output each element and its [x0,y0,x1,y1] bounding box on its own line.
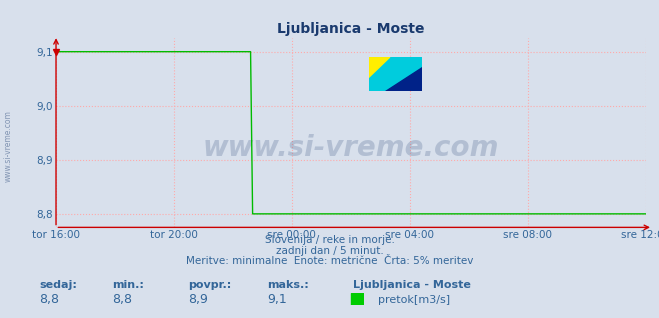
Text: 8,8: 8,8 [40,293,59,306]
Text: 9,1: 9,1 [267,293,287,306]
Text: povpr.:: povpr.: [188,280,231,290]
Polygon shape [385,67,422,91]
Text: zadnji dan / 5 minut.: zadnji dan / 5 minut. [275,246,384,256]
Text: Meritve: minimalne  Enote: metrične  Črta: 5% meritev: Meritve: minimalne Enote: metrične Črta:… [186,256,473,266]
Text: pretok[m3/s]: pretok[m3/s] [378,295,449,305]
Text: maks.:: maks.: [267,280,308,290]
Text: sedaj:: sedaj: [40,280,77,290]
Text: 8,9: 8,9 [188,293,208,306]
Text: www.si-vreme.com: www.si-vreme.com [203,134,499,162]
Text: min.:: min.: [112,280,144,290]
Text: www.si-vreme.com: www.si-vreme.com [4,110,13,182]
Text: Ljubljanica - Moste: Ljubljanica - Moste [353,280,471,290]
Title: Ljubljanica - Moste: Ljubljanica - Moste [277,22,424,36]
Text: Slovenija / reke in morje.: Slovenija / reke in morje. [264,235,395,245]
Text: 8,8: 8,8 [112,293,132,306]
Polygon shape [368,57,422,91]
Polygon shape [368,57,390,78]
